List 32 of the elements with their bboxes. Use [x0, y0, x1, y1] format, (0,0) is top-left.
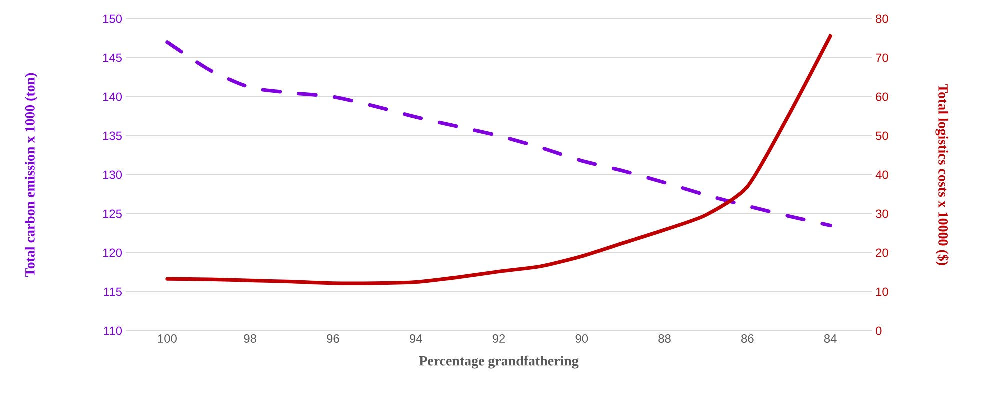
x-axis-title: Percentage grandfathering — [419, 356, 579, 369]
y-tick-label: 125 — [103, 210, 122, 218]
y-tick-label: 135 — [103, 132, 122, 140]
x-tick-label: 100 — [158, 334, 177, 343]
y2-tick-label: 40 — [876, 170, 888, 180]
x-tick-label: 90 — [576, 334, 588, 343]
line-series — [166, 34, 832, 286]
y2-tick-label: 60 — [876, 92, 888, 102]
x-tick-label: 86 — [742, 334, 754, 343]
y2-tick-label: 0 — [876, 326, 882, 336]
y2-tick-label: 20 — [876, 248, 888, 258]
x-tick-label: 88 — [658, 334, 671, 343]
y2-tick-label: 50 — [876, 132, 888, 140]
y2-tick-label: 30 — [876, 210, 888, 218]
x-tick-label: 94 — [410, 334, 422, 343]
y-tick-label: 110 — [104, 326, 122, 336]
y-tick-label: 150 — [103, 14, 122, 24]
y2-axis-title: Total logistics costs x 10000 ($) — [936, 84, 949, 266]
y-tick-label: 115 — [104, 288, 122, 296]
x-tick-label: 84 — [824, 334, 837, 343]
y2-tick-label: 10 — [876, 288, 888, 296]
y2-tick-label: 80 — [876, 14, 888, 24]
y-tick-label: 130 — [103, 170, 122, 180]
x-tick-label: 92 — [492, 334, 506, 343]
y-tick-label: 140 — [103, 92, 122, 102]
y-tick-label: 120 — [103, 248, 122, 258]
y-tick-label: 145 — [103, 54, 122, 62]
x-tick-label: 96 — [327, 334, 340, 343]
y2-tick-label: 70 — [876, 54, 888, 62]
y-axis-title: Total carbon emission x 1000 (ton) — [25, 73, 38, 278]
line-series — [166, 40, 832, 228]
x-tick-label: 98 — [244, 334, 256, 343]
